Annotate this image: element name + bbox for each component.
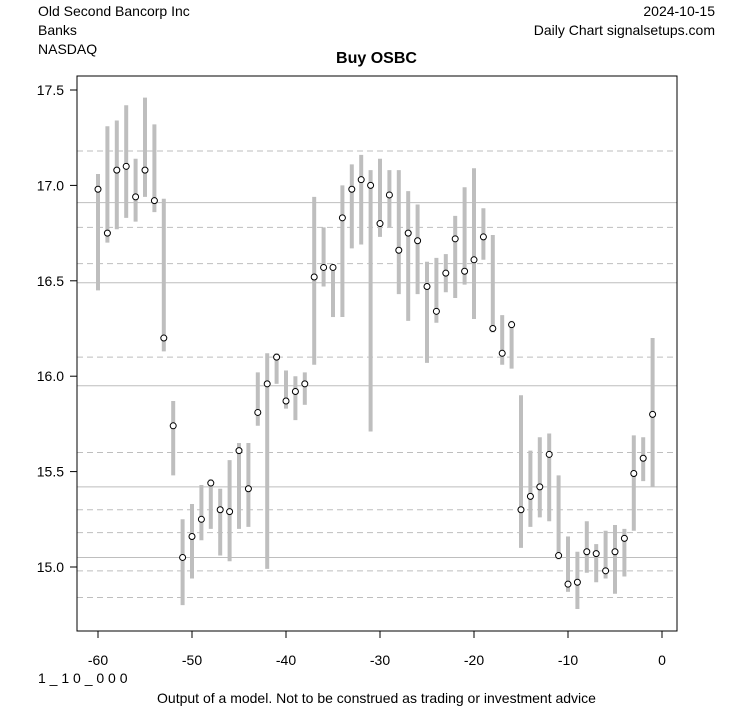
close-point — [414, 237, 422, 245]
exchange: NASDAQ — [38, 41, 98, 57]
close-point — [620, 534, 628, 542]
close-point — [545, 450, 553, 458]
close-points — [94, 162, 657, 588]
close-point — [442, 269, 450, 277]
close-point — [94, 185, 102, 193]
close-point — [357, 176, 365, 184]
close-point — [273, 353, 281, 361]
x-tick-label: -10 — [558, 652, 578, 668]
close-point — [320, 263, 328, 271]
close-point — [385, 191, 393, 199]
close-point — [479, 233, 487, 241]
x-tick-label: -50 — [182, 652, 202, 668]
close-point — [329, 263, 337, 271]
close-point — [216, 506, 224, 514]
close-point — [639, 454, 647, 462]
y-tick-label: 16.0 — [37, 368, 64, 384]
close-point — [263, 380, 271, 388]
close-point — [160, 334, 168, 342]
company-name: Old Second Bancorp Inc — [38, 3, 190, 19]
close-point — [592, 550, 600, 558]
x-tick-label: -20 — [464, 652, 484, 668]
x-tick-label: -40 — [276, 652, 296, 668]
sector: Banks — [38, 22, 77, 38]
close-point — [395, 246, 403, 254]
close-point — [498, 349, 506, 357]
close-point — [367, 181, 375, 189]
plot-frame — [76, 75, 678, 632]
close-point — [649, 410, 657, 418]
close-point — [526, 492, 534, 500]
y-tick-label: 15.5 — [37, 464, 64, 480]
close-point — [169, 422, 177, 430]
close-point — [348, 185, 356, 193]
y-tick-label: 16.5 — [37, 273, 64, 289]
chart-date: 2024-10-15 — [643, 3, 715, 19]
y-tick-label: 17.5 — [37, 82, 64, 98]
close-point — [404, 229, 412, 237]
close-point — [179, 553, 187, 561]
close-point — [207, 479, 215, 487]
close-point — [611, 548, 619, 556]
y-axis: 15.0 15.5 16.0 16.5 17.0 17.5 — [37, 82, 77, 575]
close-point — [517, 506, 525, 514]
close-point — [301, 380, 309, 388]
header-left: Old Second Bancorp Inc Banks NASDAQ — [38, 2, 190, 59]
close-point — [254, 408, 262, 416]
close-point — [113, 166, 121, 174]
x-tick-label: -30 — [370, 652, 390, 668]
x-tick-label: 0 — [658, 652, 666, 668]
close-point — [338, 214, 346, 222]
close-point — [432, 307, 440, 315]
close-point — [103, 229, 111, 237]
close-point — [630, 470, 638, 478]
chart-title: Buy OSBC — [336, 50, 417, 67]
close-point — [282, 397, 290, 405]
close-point — [235, 447, 243, 455]
close-point — [197, 515, 205, 523]
close-point — [188, 532, 196, 540]
close-point — [470, 256, 478, 264]
close-point — [461, 267, 469, 275]
disclaimer: Output of a model. Not to be construed a… — [157, 690, 596, 706]
header-right: 2024-10-15 Daily Chart signalsetups.com — [534, 2, 715, 40]
close-point — [508, 321, 516, 329]
close-point — [310, 273, 318, 281]
x-axis: -60 -50 -40 -30 -20 -10 0 — [88, 631, 666, 668]
close-point — [376, 220, 384, 228]
close-point — [564, 580, 572, 588]
close-point — [150, 197, 158, 205]
close-point — [536, 483, 544, 491]
close-point — [141, 166, 149, 174]
close-point — [573, 578, 581, 586]
x-tick-label: -60 — [88, 652, 108, 668]
close-point — [291, 387, 299, 395]
close-point — [489, 325, 497, 332]
y-tick-label: 15.0 — [37, 559, 64, 575]
close-point — [602, 567, 610, 575]
close-point — [122, 162, 130, 170]
chart-source: Daily Chart signalsetups.com — [533, 22, 715, 38]
close-point — [555, 552, 563, 560]
model-code: 1 _ 1 0 _ 0 0 0 — [38, 670, 128, 686]
close-point — [244, 485, 252, 493]
close-point — [132, 193, 140, 201]
close-point — [583, 548, 591, 556]
y-tick-label: 17.0 — [37, 177, 64, 193]
close-point — [451, 235, 459, 243]
close-point — [226, 508, 234, 516]
close-point — [423, 283, 431, 291]
